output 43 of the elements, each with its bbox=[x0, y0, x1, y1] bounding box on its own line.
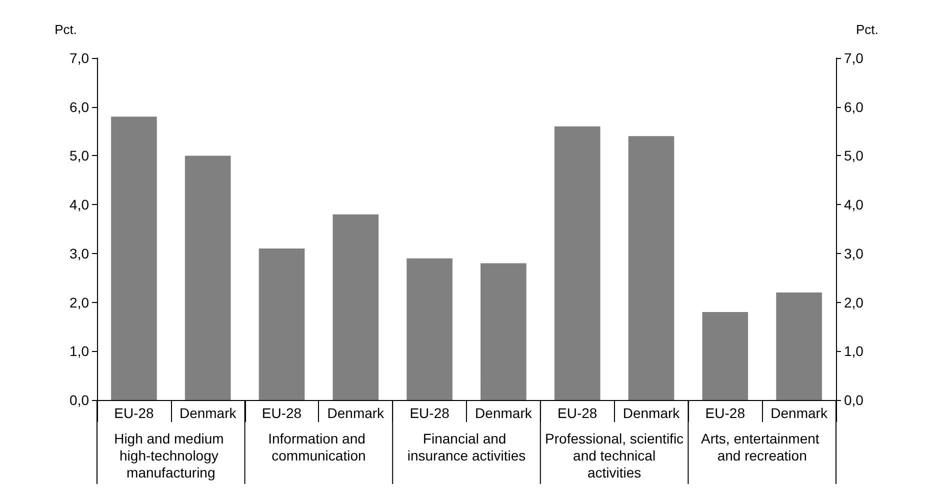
y-axis-title: Pct. bbox=[54, 22, 77, 37]
y2-tick-label: 1,0 bbox=[844, 343, 864, 360]
y-tick-label: 7,0 bbox=[70, 50, 90, 66]
x-tick-label: EU-28 bbox=[410, 405, 450, 421]
y-tick-label: 2,0 bbox=[70, 294, 90, 310]
y-tick-label: 0,0 bbox=[70, 392, 90, 408]
x-tick-label: EU-28 bbox=[558, 405, 598, 421]
x-tick-label: Denmark bbox=[770, 405, 828, 421]
x-tick-label: EU-28 bbox=[705, 405, 746, 421]
text: Information and communication bbox=[268, 430, 370, 464]
bar bbox=[480, 263, 526, 400]
y2-tick-label: 2,0 bbox=[844, 294, 864, 310]
bar bbox=[184, 156, 231, 400]
y2-tick-label: 4,0 bbox=[844, 196, 864, 213]
bar bbox=[776, 292, 822, 400]
y-tick-label: 3,0 bbox=[70, 245, 90, 262]
bar bbox=[628, 136, 674, 400]
bar bbox=[554, 126, 600, 400]
text: High and medium high-technology manufacturing bbox=[114, 430, 228, 480]
bar bbox=[702, 312, 748, 400]
y2-tick-label: 0,0 bbox=[844, 392, 864, 408]
y-tick-label: 4,0 bbox=[70, 196, 90, 213]
y-tick-label: 6,0 bbox=[70, 98, 90, 115]
x-tick-label: Denmark bbox=[179, 405, 238, 421]
x-tick-label: Denmark bbox=[475, 405, 533, 421]
bar bbox=[111, 116, 157, 400]
y-tick-label: 5,0 bbox=[70, 148, 90, 164]
y2-tick-label: 3,0 bbox=[844, 245, 864, 262]
x-tick-label: Denmark bbox=[622, 405, 681, 421]
y2-tick-label: 5,0 bbox=[844, 148, 864, 164]
text: Professional, scientific and technical activities bbox=[545, 430, 684, 480]
bar bbox=[258, 248, 305, 400]
x-tick-label: Denmark bbox=[327, 405, 386, 421]
text: Arts, entertainment and recreation bbox=[701, 430, 824, 464]
x-tick-label: EU-28 bbox=[262, 405, 302, 421]
text: Financial and insurance activities bbox=[407, 430, 526, 464]
bar bbox=[332, 214, 379, 400]
x-tick-label: EU-28 bbox=[114, 405, 154, 421]
y2-tick-label: 7,0 bbox=[844, 50, 864, 66]
y2-tick-label: 6,0 bbox=[844, 98, 864, 115]
y-tick-label: 1,0 bbox=[70, 343, 90, 360]
bar bbox=[406, 258, 452, 400]
y2-axis-title: Pct. bbox=[856, 22, 878, 37]
